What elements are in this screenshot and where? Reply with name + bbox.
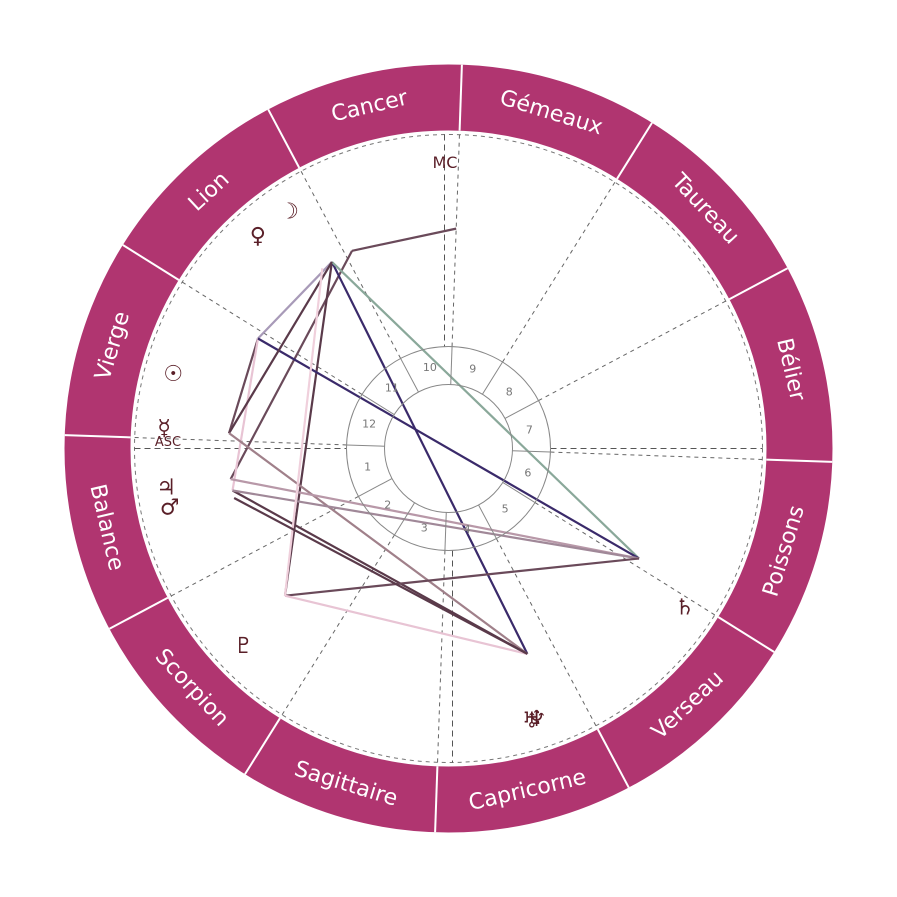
sign-divider	[108, 596, 169, 630]
house-cusp-11	[300, 171, 402, 359]
aspect-line	[330, 261, 529, 655]
aspect-line	[231, 338, 260, 491]
house-number-2: 2	[384, 499, 391, 512]
house-cusp-12	[181, 281, 363, 395]
sign-divider	[64, 434, 131, 439]
house-number-4: 4	[464, 523, 471, 536]
asc-label: ASC	[155, 435, 181, 450]
house-divider	[358, 478, 393, 497]
sign-divider	[616, 122, 653, 180]
aspect-line	[228, 261, 333, 434]
mc-label: MC	[433, 153, 458, 172]
planet-mercure-glyph: ☿	[157, 416, 171, 441]
house-cusp-3	[281, 534, 395, 716]
house-number-3: 3	[421, 521, 428, 534]
house-divider	[478, 504, 497, 539]
house-number-11: 11	[385, 381, 399, 394]
sign-divider	[122, 244, 180, 281]
planet-neptune-glyph: ♆	[527, 707, 547, 732]
sign-divider	[458, 64, 463, 131]
planet-soleil-glyph: ☉	[163, 362, 183, 387]
planet-mars-glyph: ♂	[160, 495, 180, 520]
house-number-10: 10	[423, 361, 437, 374]
sign-divider	[728, 267, 789, 301]
house-divider	[481, 361, 503, 395]
house-divider	[512, 450, 551, 453]
planet-saturne-glyph: ♄	[675, 595, 695, 620]
house-divider	[400, 358, 419, 393]
aspect-line	[229, 250, 354, 480]
zodiac-ring: BélierTaureauGémeauxCancerLionViergeBala…	[64, 64, 833, 833]
house-inner-circle	[384, 384, 513, 513]
aspect-line	[351, 227, 457, 252]
sign-divider	[244, 717, 281, 775]
sign-divider	[434, 766, 439, 833]
aspect-line	[230, 478, 640, 560]
zodiac-band	[64, 64, 833, 833]
sign-divider	[717, 616, 775, 653]
house-divider	[361, 394, 395, 416]
aspect-line	[232, 489, 640, 560]
planet-uranus-glyph: ♅	[522, 709, 542, 734]
aspect-line	[227, 338, 260, 434]
house-number-12: 12	[362, 418, 376, 431]
house-divider	[504, 400, 539, 419]
house-divider	[346, 444, 385, 447]
sign-divider	[267, 108, 301, 169]
planet-jupiter-glyph: ♃	[156, 476, 176, 501]
house-cusp-6	[534, 502, 716, 616]
house-number-8: 8	[506, 385, 513, 398]
house-number-6: 6	[524, 466, 531, 479]
house-cusp-10	[451, 134, 460, 347]
house-cusp-7	[550, 451, 763, 460]
house-number-1: 1	[364, 461, 371, 474]
house-divider	[394, 502, 416, 536]
aspect-line	[283, 261, 334, 596]
planet-glyphs: ☽ ♀ ☉ ☿ ♃♂ ♇ ♅♆ ♄	[156, 200, 694, 734]
house-number-9: 9	[469, 363, 476, 376]
aspect-line	[283, 268, 324, 596]
house-cusp-9	[502, 181, 616, 363]
house-divider	[502, 481, 536, 503]
aspect-line	[257, 337, 640, 560]
house-cusp-5	[495, 538, 597, 726]
aspect-lines	[227, 227, 640, 655]
aspect-line	[233, 497, 528, 655]
sign-divider	[766, 458, 833, 463]
house-cusp-8	[538, 300, 726, 402]
house-outer-circle	[346, 346, 551, 551]
aspect-line	[284, 594, 528, 655]
planet-vénus-glyph: ♀	[250, 224, 266, 249]
aspect-line	[228, 432, 528, 655]
house-divider	[450, 346, 453, 385]
aspect-line	[284, 557, 640, 597]
sign-divider	[596, 728, 630, 789]
house-cusp-4	[437, 550, 446, 763]
house-divider	[444, 512, 447, 551]
house-number-7: 7	[526, 423, 533, 436]
aspect-line	[257, 261, 333, 340]
aspect-line	[331, 261, 640, 560]
planet-lune-glyph: ☽	[279, 200, 299, 225]
house-number-5: 5	[502, 503, 509, 516]
house-cusp-2	[171, 495, 359, 597]
planet-pluton-glyph: ♇	[234, 634, 254, 659]
